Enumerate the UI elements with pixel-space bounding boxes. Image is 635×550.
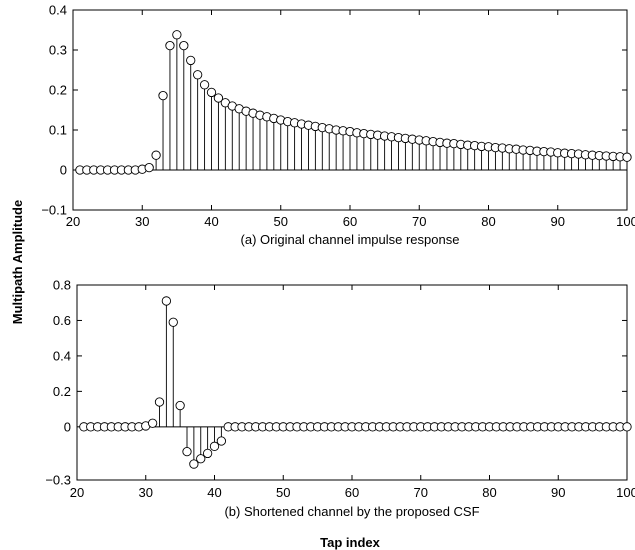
panel-a-x-tick-label: 20 [66,214,80,229]
panel-a-x-tick-label: 90 [551,214,565,229]
panel-b-y-tick-label: 0.8 [53,278,71,293]
panel-b-stem-marker [147,418,158,428]
panel-b-stem-marker [209,441,220,451]
panel-a-y-tick-label: 0.4 [49,3,67,18]
panel-a-y-tick-label: 0.3 [49,43,67,58]
panel-a-x-tick-label: 40 [204,214,218,229]
panel-a-x-tick-label: 60 [343,214,357,229]
panel-b-y-tick-label: −0.3 [45,473,71,488]
panel-a-stem-marker [622,152,632,162]
panel-b-stem-marker [154,397,165,407]
panel-a-x-tick-label: 80 [481,214,495,229]
panel-b-x-tick-label: 20 [70,485,84,500]
panel-a-x-tick-label: 100 [616,214,635,229]
panel-a-stem-marker [213,93,224,103]
panel-a-y-tick-label: 0.2 [49,83,67,98]
panel-a-x-tick-label: 70 [412,214,426,229]
panel-b-stem-marker [216,436,227,446]
panel-b-caption: (b) Shortened channel by the proposed CS… [224,504,479,519]
panel-b-y-tick-label: 0 [64,419,71,434]
panel-a-stem-marker [186,55,196,66]
panel-a-stem-marker [144,162,154,173]
panel-a-y-tick-label: −0.1 [41,203,67,218]
panel-b-stem-marker [168,317,178,327]
panel-b-x-tick-label: 30 [139,485,153,500]
panel-a-chart: 20 30 40 50 60 70 80 90 100 −0.1 0 0.1 0.2 0.3 0.4 (a) … [41,3,635,248]
panel-a-stem-marker [165,40,175,51]
panel-a-stem-marker [179,40,189,51]
panel-b-chart: 20 30 40 50 60 70 80 90 100 −0.3 0 0.2 0.4 0.6 0.8 (b) … [45,278,635,520]
x-axis-title: Tap index [320,535,380,550]
panel-b-x-tick-label: 40 [207,485,221,500]
panel-a-y-tick-label: 0 [60,163,67,178]
panel-a-stem-marker [172,30,182,40]
panel-b-plot-frame [76,284,628,481]
panel-b-stem-marker [196,454,206,464]
panel-b-stem-marker [189,459,199,469]
y-axis-title: Multipath Amplitude [10,200,25,324]
panel-a-stem-marker [206,87,217,98]
panel-b-x-tick-label: 50 [276,485,290,500]
panel-b-y-tick-label: 0.2 [53,384,71,399]
panel-a-stem-marker [199,80,210,90]
panel-b-y-tick-label: 0.6 [53,313,71,328]
panel-a-plot-frame [72,9,628,211]
panel-b-stem-marker [182,446,192,457]
panel-b-x-tick-label: 100 [616,485,635,500]
panel-a-stem-marker [151,150,161,160]
panel-a-stem-marker [192,70,203,80]
panel-a-stem-marker [158,90,168,101]
panel-a-y-tick-label: 0.1 [49,123,67,138]
panel-a-x-tick-label: 30 [135,214,149,229]
panel-b-x-tick-label: 70 [414,485,428,500]
panel-b-stem-marker [175,400,185,411]
panel-a-x-tick-label: 50 [274,214,288,229]
panel-b-x-tick-label: 90 [551,485,565,500]
panel-b-x-tick-label: 60 [345,485,359,500]
panel-b-stem-marker [161,296,172,306]
panel-b-x-tick-label: 80 [482,485,496,500]
panel-b-stem-marker [202,448,213,459]
panel-b-stem-marker [622,422,632,432]
panel-a-caption: (a) Original channel impulse response [241,232,460,247]
panel-b-y-tick-label: 0.4 [53,348,71,363]
